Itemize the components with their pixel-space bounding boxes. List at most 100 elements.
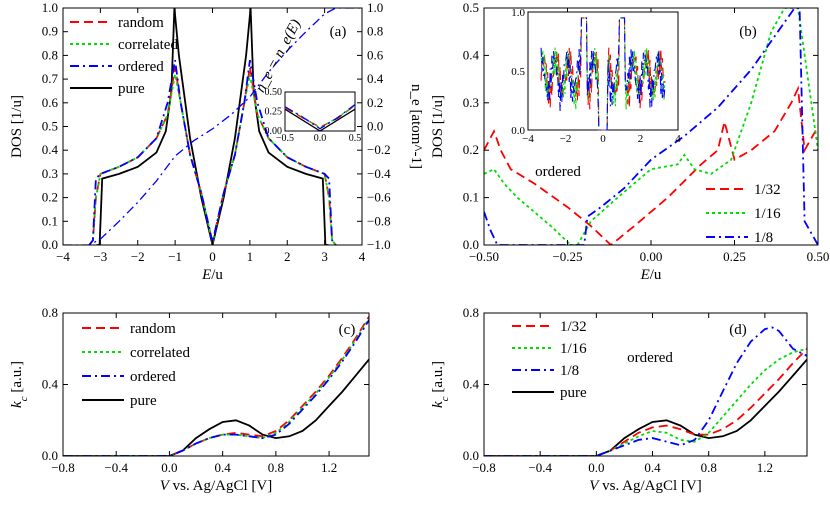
x-axis-label: E/u <box>201 267 223 283</box>
y2-tick-label: 0.0 <box>367 119 383 134</box>
x-tick-label: 0 <box>209 249 216 264</box>
legend-label: 1/32 <box>754 182 781 198</box>
x-tick-label: −4 <box>56 249 70 264</box>
inset-y-tick-label: 0.0 <box>511 125 525 137</box>
inset-x-tick-label: 0 <box>600 133 606 145</box>
legend-label: ordered <box>130 369 176 385</box>
series-line-1-16 <box>484 8 818 245</box>
x-tick-label: −0.4 <box>528 460 552 475</box>
y2-tick-label: −0.4 <box>367 166 391 181</box>
series-group <box>63 316 369 456</box>
y-tick-label: 0.0 <box>463 237 479 252</box>
series-line-pure <box>63 358 369 456</box>
legend-label: 1/16 <box>560 341 587 357</box>
inset-x-tick-label: 0.0 <box>314 133 327 144</box>
x-tick-label: 0.25 <box>723 249 746 264</box>
panel-label: (a) <box>330 24 347 40</box>
inset-frame <box>284 91 356 132</box>
panel-label: (c) <box>339 322 356 338</box>
y-axis-label: kc [a.u.] <box>430 361 451 408</box>
series-line-random <box>63 316 369 456</box>
inset-y-tick-label: 0.25 <box>265 107 283 118</box>
x-tick-label: −2 <box>131 249 145 264</box>
y2-tick-label: 0.6 <box>367 47 384 62</box>
panel-a: −4 −3 −2 −1 0 1 2 3 4 0.0 0.1 0.2 0.3 0.4 0.5 0.6 0.7 0.8… <box>9 0 424 283</box>
panel-d: −0.8 −0.4 0.0 0.4 0.8 1.2 0.0 0.4 0.8 V vs. Ag/Ag… <box>430 305 808 494</box>
legend-label: 1/32 <box>560 319 587 335</box>
x-tick-label: −1 <box>168 249 182 264</box>
x-tick-label: 0.4 <box>644 460 661 475</box>
y-tick-label: 0.1 <box>463 190 479 205</box>
x-tick-label: 4 <box>359 249 366 264</box>
x-tick-label: −3 <box>93 249 107 264</box>
legend-label: pure <box>130 393 157 409</box>
x-tick-label: 1 <box>247 249 254 264</box>
series-line-pure <box>484 358 807 456</box>
inset-x-tick-label: 0.5 <box>349 133 362 144</box>
y-tick-label: 0.3 <box>463 95 479 110</box>
y-tick-label: 0.8 <box>463 305 479 320</box>
inset-x-tick-label: −0.5 <box>276 133 294 144</box>
inset-x-tick-label: 4 <box>675 133 681 145</box>
inset-y-tick-label: 0.5 <box>511 66 525 78</box>
x-tick-label: −0.25 <box>552 249 582 264</box>
series-line-1-16 <box>484 347 807 456</box>
inset-y-tick-label: 0.00 <box>265 126 283 137</box>
y-axis-label: kc [a.u.] <box>9 361 30 408</box>
legend-label: ordered <box>118 59 164 75</box>
y-tick-label: 0.8 <box>42 305 58 320</box>
x-tick-label: 0.0 <box>588 460 604 475</box>
series-group <box>484 326 807 456</box>
series-line-ordered <box>63 319 369 456</box>
y2-tick-label: −0.2 <box>367 142 391 157</box>
x-tick-label: 0.8 <box>701 460 717 475</box>
inset-a: −0.5 0.0 0.5 0.00 0.25 0.50 <box>265 87 362 144</box>
y2-tick-label: 0.2 <box>367 95 383 110</box>
y-tick-label: 0.4 <box>42 142 59 157</box>
panel-c: −0.8 −0.4 0.0 0.4 0.8 1.2 0.0 0.4 0.8 V vs. Ag/Ag… <box>9 305 370 494</box>
x-tick-label: 2 <box>284 249 291 264</box>
y-tick-label: 0.4 <box>463 47 480 62</box>
inset-y-tick-label: 1.0 <box>511 7 525 19</box>
panel-label: (b) <box>739 24 757 40</box>
y-tick-label: 0.9 <box>42 24 58 39</box>
legend-label: random <box>130 321 176 337</box>
legend-label: pure <box>118 81 145 97</box>
plot-frame <box>483 312 808 457</box>
x-tick-label: 3 <box>321 249 328 264</box>
x-tick-label: 1.2 <box>321 460 337 475</box>
x-tick-label: 0.4 <box>215 460 232 475</box>
y-tick-label: 0.0 <box>42 448 58 463</box>
legend-label: random <box>118 15 164 31</box>
y-tick-label: 0.8 <box>42 47 58 62</box>
inset-line-1-8 <box>540 17 666 131</box>
series-line-correlated <box>63 317 369 456</box>
legend-label: correlated <box>130 345 190 361</box>
y-tick-label: 1.0 <box>42 0 58 15</box>
x-tick-label: 0.00 <box>640 249 663 264</box>
y-tick-label: 0.5 <box>463 0 479 15</box>
y-axis-label: DOS [1/u] <box>9 95 25 158</box>
x-axis-label: V vs. Ag/AgCl [V] <box>160 478 273 494</box>
series-line-1-32 <box>484 85 818 245</box>
y-tick-label: 0.3 <box>42 166 58 181</box>
x-tick-label: −0.50 <box>469 249 499 264</box>
ne-annotation: n_e = n_e(E) <box>253 17 305 95</box>
y-tick-label: 0.4 <box>463 377 480 392</box>
inset-line-pure <box>284 108 356 132</box>
y-tick-label: 0.4 <box>42 377 59 392</box>
legend-label: correlated <box>118 37 178 53</box>
legend-label: 1/8 <box>560 363 579 379</box>
series-line-1-8 <box>484 326 807 456</box>
x-tick-label: 0.8 <box>268 460 284 475</box>
series-group <box>484 8 818 245</box>
x-tick-label: 0.50 <box>807 249 830 264</box>
inset-x-tick-label: −4 <box>522 133 534 145</box>
x-axis-label: E/u <box>640 267 662 283</box>
y2-tick-label: −1.0 <box>367 237 391 252</box>
legend-label: pure <box>560 385 587 401</box>
y2-tick-label: 1.0 <box>367 0 383 15</box>
series-line-1-8 <box>484 8 818 245</box>
y-tick-label: 0.0 <box>42 237 58 252</box>
